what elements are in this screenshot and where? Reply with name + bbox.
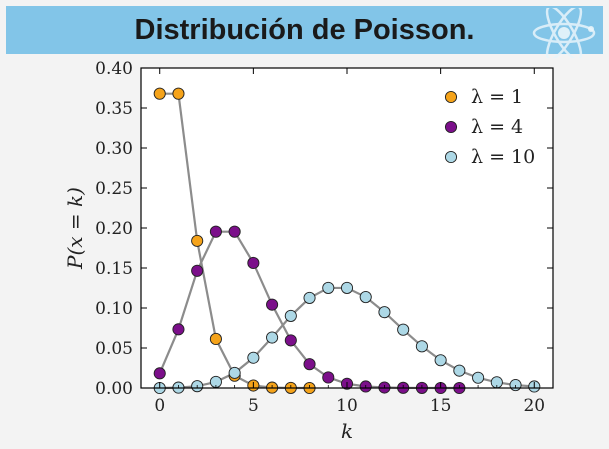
data-point bbox=[172, 87, 185, 100]
data-point bbox=[247, 351, 260, 364]
data-point bbox=[191, 264, 204, 277]
y-tick-label: 0.40 bbox=[95, 59, 133, 79]
data-point bbox=[397, 323, 410, 336]
x-tick-label: 15 bbox=[430, 396, 452, 416]
y-tick-label: 0.05 bbox=[95, 339, 133, 359]
x-axis-label: k bbox=[341, 419, 353, 443]
data-point bbox=[284, 309, 297, 322]
y-tick-label: 0.20 bbox=[95, 219, 133, 239]
data-point bbox=[453, 364, 466, 377]
data-point bbox=[303, 291, 316, 304]
legend-marker bbox=[444, 120, 458, 134]
atom-icon bbox=[532, 8, 596, 58]
data-point bbox=[266, 331, 279, 344]
y-tick-label: 0.30 bbox=[95, 139, 133, 159]
data-point bbox=[378, 306, 391, 319]
y-tick-label: 0.00 bbox=[95, 379, 133, 399]
data-point bbox=[228, 366, 241, 379]
x-tick-label: 5 bbox=[248, 396, 259, 416]
y-tick-label: 0.35 bbox=[95, 99, 133, 119]
data-point bbox=[172, 323, 185, 336]
data-point bbox=[266, 298, 279, 311]
data-point bbox=[415, 340, 428, 353]
legend-marker bbox=[444, 90, 458, 104]
data-point bbox=[322, 281, 335, 294]
legend-label: λ = 4 bbox=[471, 116, 523, 138]
y-tick-label: 0.15 bbox=[95, 259, 133, 279]
plot-background bbox=[141, 68, 553, 388]
x-tick-label: 0 bbox=[154, 396, 165, 416]
data-point bbox=[228, 225, 241, 238]
data-point bbox=[434, 354, 447, 367]
page-title: Distribución de Poisson. bbox=[134, 14, 475, 46]
data-point bbox=[247, 256, 260, 270]
data-point bbox=[209, 225, 222, 238]
y-axis-label: P(x = k) bbox=[63, 187, 87, 270]
poisson-chart: 0 5 10 15 20 0.00 0.05 0.10 0.15 0.20 0.25 0.30 0.35… bbox=[63, 59, 554, 443]
data-point bbox=[340, 281, 354, 294]
x-tick-label: 10 bbox=[336, 396, 358, 416]
title-banner: Distribución de Poisson. bbox=[6, 6, 603, 58]
data-point bbox=[209, 332, 222, 346]
data-point bbox=[359, 290, 372, 304]
data-point bbox=[153, 367, 166, 380]
data-point bbox=[303, 358, 316, 371]
data-point bbox=[191, 234, 204, 247]
legend-label: λ = 10 bbox=[471, 146, 535, 168]
data-point bbox=[284, 334, 297, 347]
chart-area: 0 5 10 15 20 0.00 0.05 0.10 0.15 0.20 0.25 0.30 0.35… bbox=[0, 56, 609, 444]
legend-marker bbox=[444, 150, 458, 164]
legend-label: λ = 1 bbox=[471, 86, 523, 108]
data-point bbox=[322, 371, 335, 384]
data-point bbox=[153, 87, 166, 100]
y-tick-label: 0.10 bbox=[95, 299, 133, 319]
data-point bbox=[472, 371, 485, 384]
y-tick-label: 0.25 bbox=[95, 179, 133, 199]
x-tick-label: 20 bbox=[523, 396, 545, 416]
